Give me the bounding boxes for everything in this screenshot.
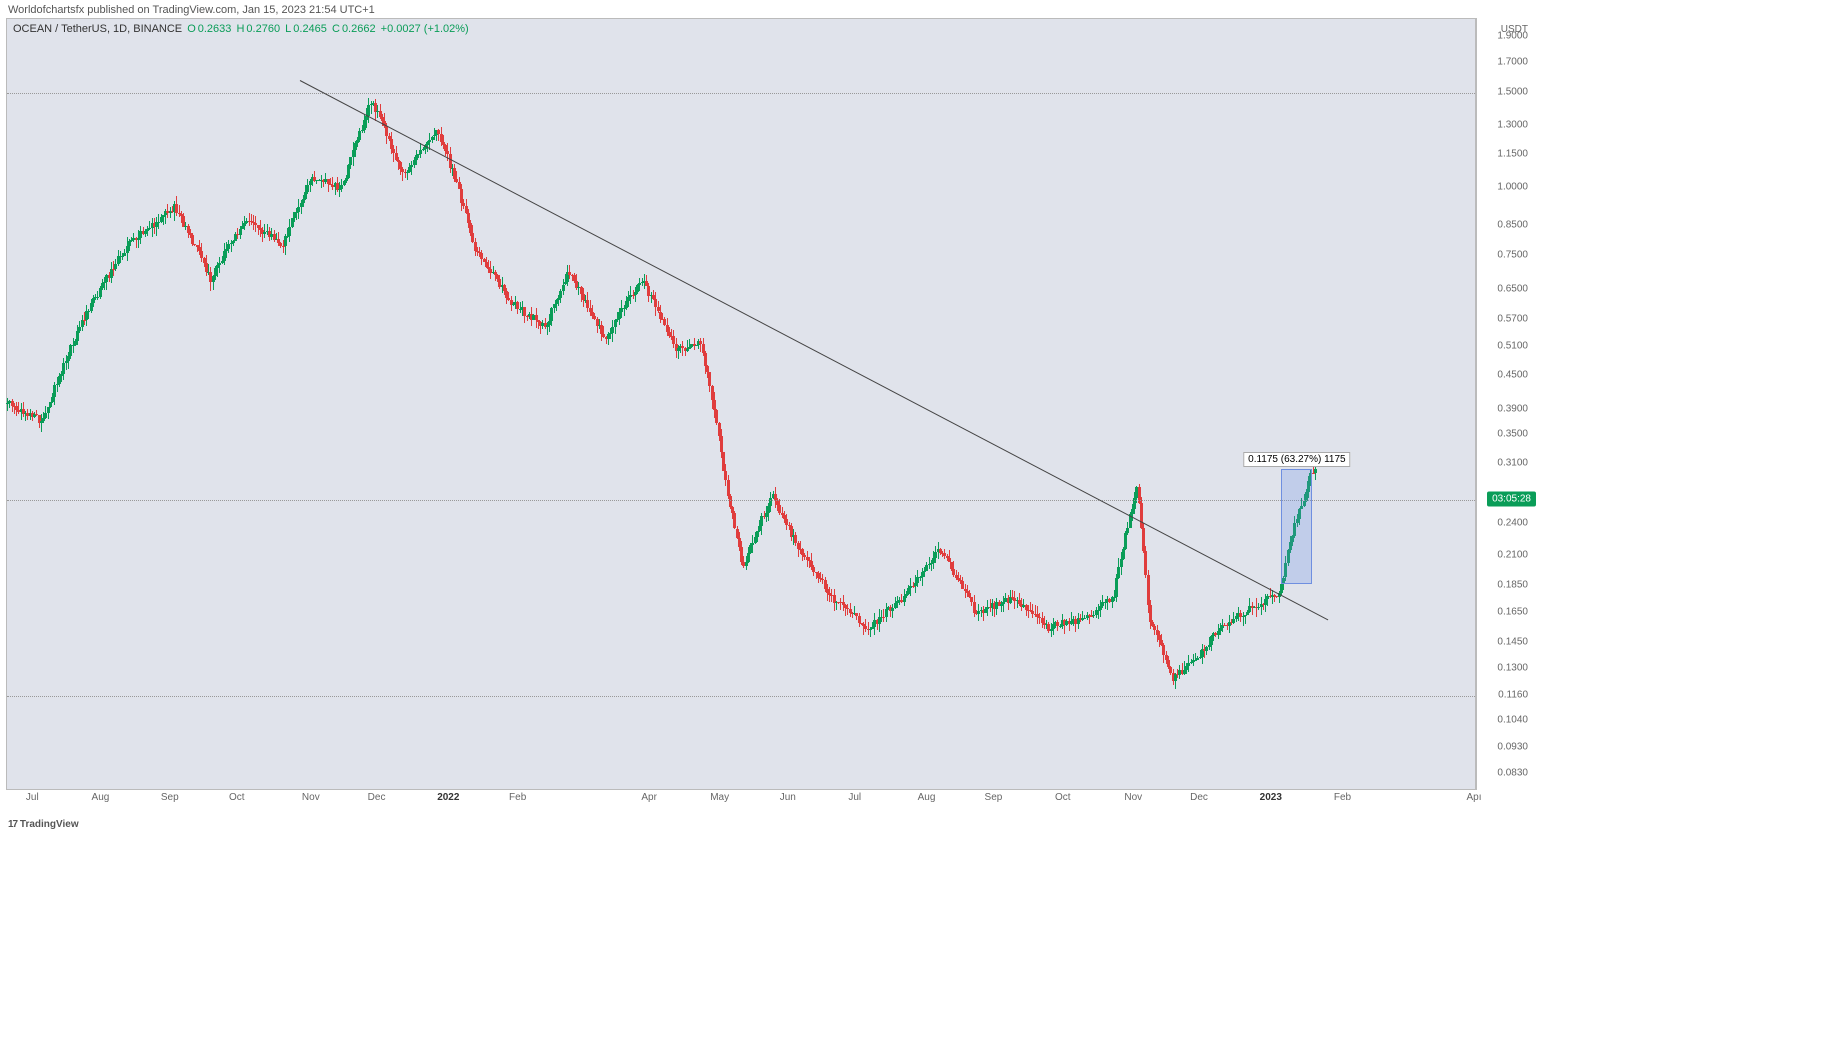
y-axis[interactable]: USDT 1.90001.70001.50001.30001.15001.000…	[1476, 18, 1536, 790]
x-tick: May	[710, 792, 729, 803]
chart-area[interactable]: OCEAN / TetherUS, 1D, BINANCE O0.2633 H0…	[6, 18, 1476, 790]
ohlc-c: 0.2662	[342, 23, 376, 35]
y-tick: 0.3100	[1497, 457, 1528, 468]
x-tick: Sep	[985, 792, 1003, 803]
y-tick: 1.5000	[1497, 86, 1528, 97]
x-tick: 2023	[1260, 792, 1282, 803]
x-tick: Jul	[26, 792, 39, 803]
x-tick: Aug	[92, 792, 110, 803]
ohlc-c-label: C	[332, 23, 340, 35]
y-tick: 0.1300	[1497, 662, 1528, 673]
watermark-text: TradingView	[20, 819, 79, 830]
hline	[7, 93, 1475, 94]
x-tick: Jul	[848, 792, 861, 803]
y-tick: 1.0000	[1497, 182, 1528, 193]
x-tick: Aug	[918, 792, 936, 803]
y-tick: 0.5100	[1497, 340, 1528, 351]
hline	[7, 696, 1475, 697]
y-tick: 1.3000	[1497, 120, 1528, 131]
x-tick: Nov	[302, 792, 320, 803]
ohlc-h: 0.2760	[246, 23, 280, 35]
measure-label: 0.1175 (63.27%) 1175	[1243, 452, 1350, 467]
hline	[7, 500, 1475, 501]
x-tick: Nov	[1124, 792, 1142, 803]
x-tick: Sep	[161, 792, 179, 803]
x-tick: Jun	[780, 792, 796, 803]
symbol-pair: OCEAN / TetherUS, 1D, BINANCE	[13, 23, 182, 35]
publish-header: Worldofchartsfx published on TradingView…	[8, 4, 375, 16]
y-tick: 0.0830	[1497, 768, 1528, 779]
x-tick: Feb	[509, 792, 526, 803]
candle-layer	[7, 19, 1475, 789]
y-tick: 0.4500	[1497, 370, 1528, 381]
y-tick: 1.7000	[1497, 57, 1528, 68]
y-tick: 0.5700	[1497, 314, 1528, 325]
x-tick: Oct	[229, 792, 245, 803]
measure-box[interactable]	[1281, 469, 1312, 584]
y-tick: 0.2100	[1497, 549, 1528, 560]
symbol-ohlc-line: OCEAN / TetherUS, 1D, BINANCE O0.2633 H0…	[13, 23, 471, 35]
y-tick: 0.3500	[1497, 429, 1528, 440]
tradingview-watermark: 17 TradingView	[8, 819, 79, 830]
x-tick: Apr	[641, 792, 657, 803]
ohlc-l-label: L	[285, 23, 291, 35]
x-tick: Dec	[368, 792, 386, 803]
y-tick: 0.2400	[1497, 518, 1528, 529]
y-tick: 0.1160	[1498, 689, 1528, 700]
ohlc-o: 0.2633	[198, 23, 232, 35]
y-tick: 0.3900	[1497, 403, 1528, 414]
y-tick: 0.1040	[1497, 715, 1528, 726]
y-tick: 0.7500	[1497, 249, 1528, 260]
y-tick: 0.1850	[1497, 579, 1528, 590]
ohlc-change: +0.0027 (+1.02%)	[381, 23, 469, 35]
ohlc-l: 0.2465	[293, 23, 327, 35]
y-tick: 0.8500	[1497, 220, 1528, 231]
x-tick: Feb	[1334, 792, 1351, 803]
y-tick: 0.1650	[1497, 606, 1528, 617]
x-tick: Dec	[1190, 792, 1208, 803]
y-tick: 0.0930	[1497, 741, 1528, 752]
ohlc-h-label: H	[236, 23, 244, 35]
y-tick: 0.6500	[1497, 283, 1528, 294]
price-countdown-badge: 03:05:28	[1487, 491, 1536, 506]
y-tick: 0.1450	[1497, 636, 1528, 647]
x-axis[interactable]: 17 TradingView JulAugSepOctNovDec2022Feb…	[6, 790, 1476, 810]
x-tick: Oct	[1055, 792, 1071, 803]
y-tick: 1.1500	[1497, 149, 1528, 160]
x-tick: 2022	[437, 792, 459, 803]
y-tick: 1.9000	[1497, 30, 1528, 41]
tv-logo-icon: 17	[8, 819, 17, 830]
x-tick: Apı	[1466, 792, 1481, 803]
ohlc-o-label: O	[187, 23, 196, 35]
